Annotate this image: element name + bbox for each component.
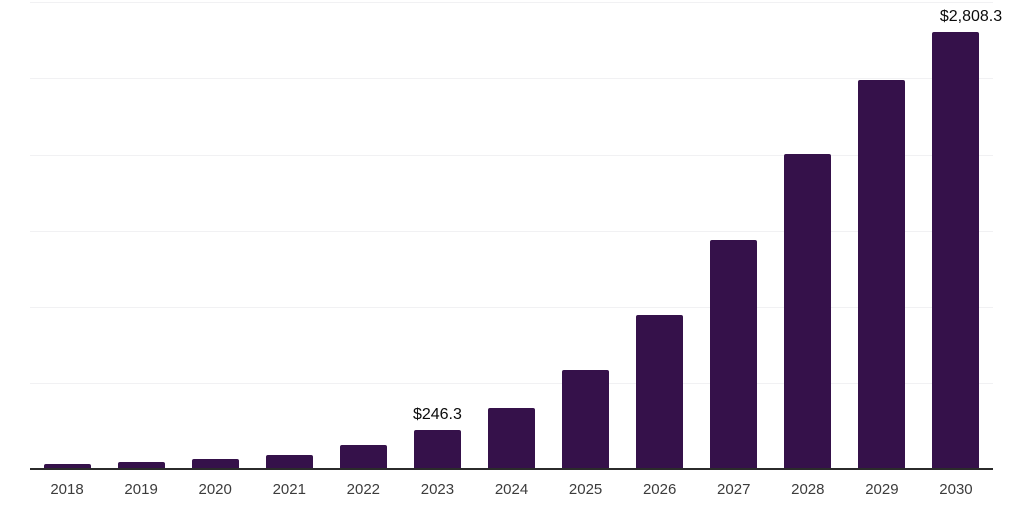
bar-2021: [265, 454, 313, 468]
bar-column-2028: [771, 0, 845, 468]
bar-2029: [858, 79, 906, 468]
x-axis-label-2029: 2029: [865, 481, 899, 498]
bar-column-2030: $2,808.3: [919, 0, 1002, 468]
bar-value-label-2030: $2,808.3: [939, 7, 1003, 25]
x-axis-label-2022: 2022: [346, 481, 381, 498]
bar-value-label-2023: $246.3: [412, 405, 462, 423]
bar-2027: [710, 240, 758, 468]
bar-column-2024: [474, 0, 548, 468]
gridline: [30, 307, 993, 308]
x-axis-label-2026: 2026: [642, 481, 677, 498]
x-axis-label-2028: 2028: [791, 481, 825, 498]
bar-2025: [562, 369, 610, 468]
gridline: [30, 231, 993, 232]
bar-column-2021: [252, 0, 326, 468]
bar-column-2019: [104, 0, 178, 468]
bar-column-2018: [30, 0, 104, 468]
bars-group: $246.3 $2,808.3: [30, 0, 1002, 468]
bar-column-2026: [623, 0, 697, 468]
bar-2030: $2,808.3: [932, 8, 1002, 468]
x-axis-label-2024: 2024: [494, 481, 529, 498]
x-axis-label-2023: 2023: [420, 481, 455, 498]
bar-column-2027: [697, 0, 771, 468]
x-axis-label-2030: 2030: [939, 481, 973, 498]
gridline: [30, 78, 993, 79]
x-axis-label-2020: 2020: [198, 481, 232, 498]
gridline: [30, 2, 993, 3]
bar-column-2025: [549, 0, 623, 468]
bar-2023: $246.3: [413, 406, 462, 468]
bar-2022: [339, 445, 387, 468]
bar-2028: [784, 154, 832, 468]
bar-2019: [117, 461, 165, 468]
bar-column-2023: $246.3: [400, 0, 474, 468]
x-axis-line: [30, 468, 993, 470]
x-axis-labels: 2018 2019 2020 2021 2022 2023 2024 2025 2026 2027…: [30, 480, 993, 500]
bar-2024: [488, 408, 535, 468]
bar-column-2029: [845, 0, 919, 468]
bar-2018: [43, 464, 91, 468]
x-axis-label-2018: 2018: [50, 481, 84, 498]
x-axis-label-2019: 2019: [124, 481, 158, 498]
bar-column-2022: [326, 0, 400, 468]
gridline: [30, 155, 993, 156]
x-axis-label-2027: 2027: [717, 481, 751, 498]
x-axis-label-2025: 2025: [568, 481, 603, 498]
plot-area: $246.3 $2,808.3: [30, 0, 1002, 470]
bar-2026: [636, 314, 684, 468]
bar-column-2020: [178, 0, 252, 468]
bar-2020: [191, 458, 239, 468]
x-axis-label-2021: 2021: [272, 481, 306, 498]
gridline: [30, 383, 993, 384]
